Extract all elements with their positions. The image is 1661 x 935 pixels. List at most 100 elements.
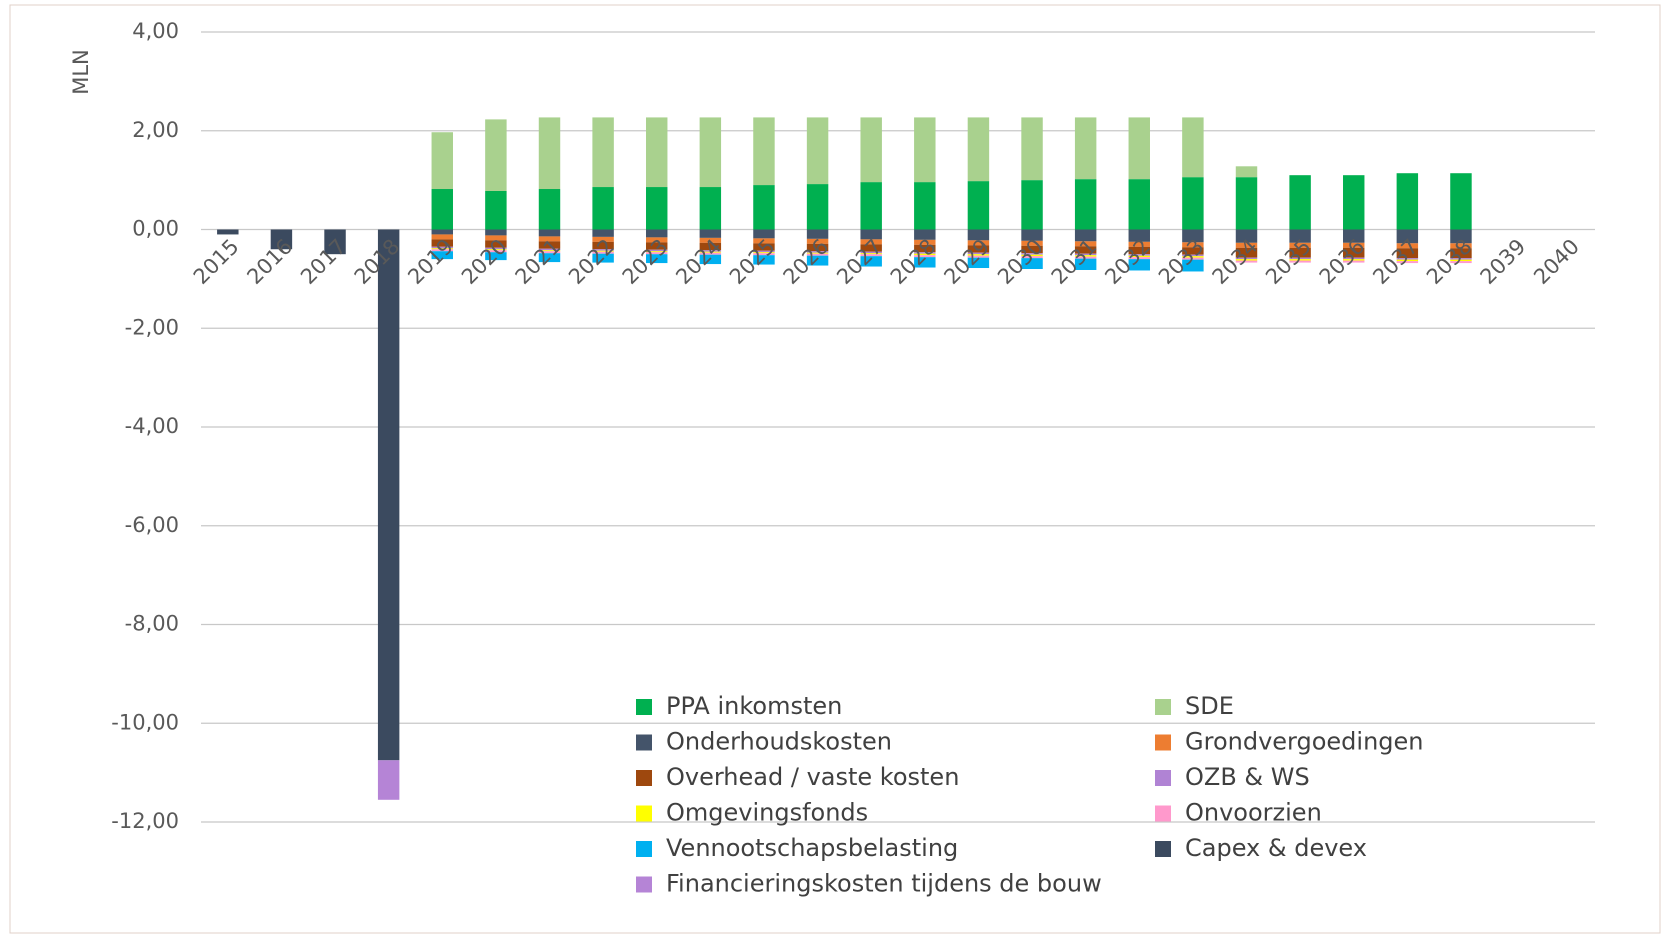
bar-segment	[538, 253, 561, 263]
y-tick-label: -6,00	[125, 513, 179, 537]
bar-segment	[860, 244, 882, 252]
bar-segment	[914, 229, 936, 240]
bar-segment	[377, 229, 400, 761]
bar-segment	[1074, 256, 1097, 259]
bar-segment	[1074, 179, 1097, 230]
bar-segment	[1021, 254, 1043, 257]
y-tick-label: -2,00	[125, 315, 179, 339]
legend-swatch	[636, 734, 652, 751]
bar-segment	[485, 240, 507, 248]
legend-swatch	[636, 876, 652, 893]
bar-segment	[967, 257, 990, 269]
bar-segment	[1235, 166, 1258, 178]
bar-segment	[377, 760, 400, 800]
bar-segment	[753, 243, 775, 251]
bar-segment	[699, 252, 722, 255]
legend-label: Onderhoudskosten	[666, 728, 892, 756]
bar-segment	[1074, 229, 1097, 242]
bar-segment	[1128, 254, 1150, 256]
bar-segment	[1021, 253, 1043, 255]
legend-swatch	[1155, 841, 1171, 857]
bar-segment	[646, 249, 668, 252]
bar-segment	[699, 254, 722, 265]
bar-segment	[1396, 261, 1419, 264]
bar-segment	[753, 255, 775, 265]
bar-segment	[806, 252, 829, 254]
bar-segment	[1128, 246, 1150, 255]
bar-segment	[1450, 173, 1472, 230]
bar-segment	[1128, 179, 1150, 230]
bar-segment	[967, 254, 990, 256]
bar-segment	[1343, 260, 1365, 263]
bar-segment	[1182, 256, 1204, 258]
bar-segment	[1450, 258, 1472, 260]
bar-segment	[1289, 247, 1311, 258]
bar-segment	[1396, 229, 1419, 244]
legend-swatch	[1155, 699, 1171, 715]
bar-segment	[1396, 243, 1419, 249]
bar-segment	[1235, 177, 1258, 230]
bar-segment	[914, 257, 936, 268]
bar-segment	[699, 250, 722, 252]
bar-segment	[646, 187, 668, 230]
bar-segment	[1289, 229, 1311, 243]
bar-segment	[431, 234, 453, 240]
bar-segment	[1235, 257, 1258, 260]
bar-segment	[699, 242, 722, 251]
bar-segment	[1074, 117, 1097, 180]
bar-segment	[538, 251, 561, 254]
bar-segment	[914, 252, 936, 254]
bar-segment	[592, 249, 614, 251]
bar-segment	[699, 117, 722, 188]
bar-segment	[1450, 243, 1472, 249]
bar-segment	[431, 229, 453, 235]
bar-segment	[1450, 229, 1472, 244]
bar-segment	[485, 119, 507, 191]
legend-swatch	[636, 841, 652, 857]
bar-segment	[967, 117, 990, 182]
bar-segment	[1396, 258, 1419, 260]
bar-segment	[592, 241, 614, 250]
bar-segment	[1128, 259, 1150, 271]
bar-segment	[1289, 257, 1311, 260]
bar-segment	[914, 244, 936, 253]
bar-segment	[592, 251, 614, 254]
bar-segment	[914, 255, 936, 258]
bar-segment	[1021, 245, 1043, 254]
bar-segment	[860, 117, 882, 183]
legend-swatch	[1155, 770, 1171, 786]
bar-segment	[1128, 241, 1150, 247]
bar-segment	[646, 117, 668, 188]
legend-label: Vennootschapsbelasting	[666, 834, 958, 862]
bar-segment	[1289, 242, 1311, 248]
legend-swatch	[1155, 734, 1171, 751]
bar-segment	[646, 229, 668, 238]
bar-segment	[1396, 173, 1419, 230]
bar-segment	[1021, 258, 1043, 269]
bar-segment	[753, 229, 775, 239]
bar-segment	[699, 251, 722, 253]
bar-segment	[1074, 258, 1097, 270]
bar-segment	[1235, 259, 1258, 261]
legend-label: OZB & WS	[1185, 763, 1310, 791]
y-tick-label: 2,00	[132, 118, 179, 142]
bar-segment	[485, 247, 507, 250]
bar-segment	[1450, 248, 1472, 259]
bar-segment	[699, 229, 722, 238]
y-tick-label: -8,00	[125, 612, 179, 636]
bar-segment	[753, 250, 775, 253]
bar-segment	[592, 117, 614, 188]
bar-segment	[1396, 248, 1419, 259]
bar-segment	[646, 251, 668, 253]
bar-segment	[1182, 177, 1204, 230]
bar-segment	[538, 229, 561, 237]
bar-segment	[592, 250, 614, 252]
bar-segment	[914, 253, 936, 256]
bar-segment	[860, 239, 882, 245]
bar-segment	[1128, 257, 1150, 260]
bar-segment	[753, 185, 775, 230]
bar-segment	[1021, 229, 1043, 241]
bar-segment	[646, 254, 668, 264]
bar-segment	[431, 246, 453, 249]
